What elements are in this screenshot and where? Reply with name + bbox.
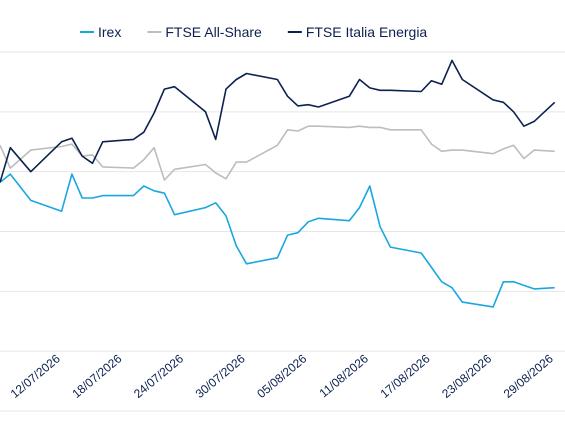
legend-label: FTSE All-Share [165,24,262,40]
series-line [0,59,556,183]
x-tick-label: 17/08/2026 [378,351,433,401]
x-tick-label: 18/07/2026 [69,351,124,401]
x-tick-label: 11/08/2026 [317,351,372,400]
legend-item: Irex [80,24,121,40]
x-tick-label: 29/08/2026 [501,351,556,401]
x-tick-label: 12/07/2026 [8,351,63,401]
legend-item: FTSE All-Share [147,24,262,40]
series-line [0,173,555,308]
legend: Irex FTSE All-Share FTSE Italia Energia [80,24,427,40]
legend-label: FTSE Italia Energia [306,24,428,40]
series-line [0,125,555,181]
legend-label: Irex [98,24,121,40]
x-tick-label: 23/08/2026 [439,351,494,401]
legend-item: FTSE Italia Energia [287,24,428,40]
x-tick-label: 05/08/2026 [254,351,309,401]
x-tick-label: 30/07/2026 [193,351,248,401]
x-tick-label: 24/07/2026 [131,351,186,401]
